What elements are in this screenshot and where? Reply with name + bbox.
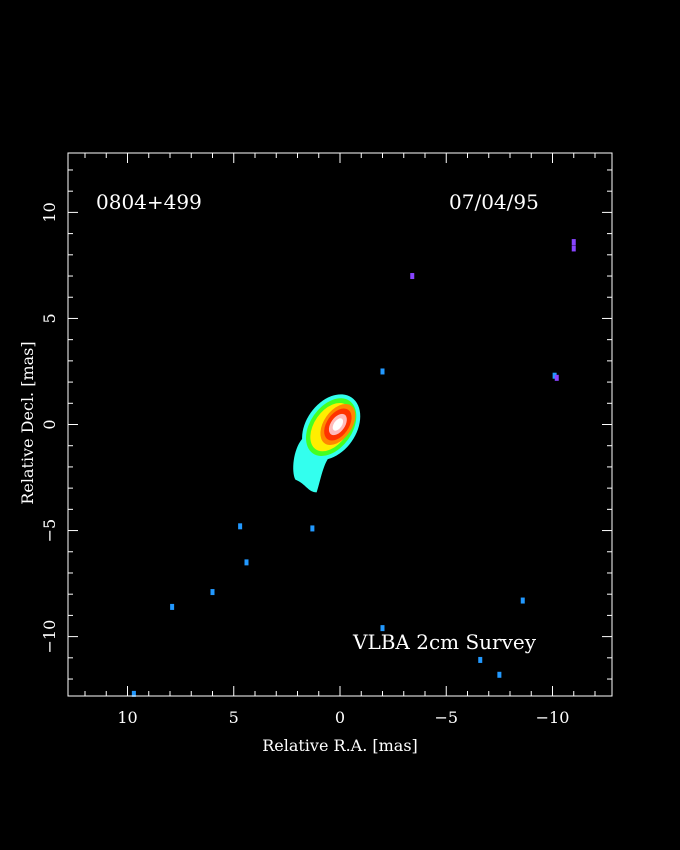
noise-speck bbox=[520, 597, 525, 604]
noise-speck bbox=[380, 368, 385, 375]
radio-map bbox=[131, 239, 576, 697]
axis-ticks bbox=[68, 153, 612, 696]
contour-peak bbox=[332, 418, 344, 431]
x-tick-label: 0 bbox=[335, 708, 345, 727]
y-tick-label: −10 bbox=[40, 620, 59, 654]
y-tick-label: 0 bbox=[40, 419, 59, 429]
source-name: 0804+499 bbox=[96, 190, 202, 214]
noise-speck bbox=[170, 603, 175, 610]
noise-speck bbox=[238, 523, 243, 530]
y-axis-label: Relative Decl. [mas] bbox=[18, 341, 37, 504]
noise-speck bbox=[210, 589, 215, 596]
plot-frame bbox=[67, 152, 613, 697]
noise-speck bbox=[554, 374, 559, 381]
x-tick-label: 5 bbox=[229, 708, 239, 727]
noise-speck bbox=[571, 245, 576, 252]
y-tick-labels: 10 5 0 −5 −10 bbox=[40, 202, 59, 653]
noise-speck bbox=[478, 656, 483, 663]
y-tick-label: 5 bbox=[40, 313, 59, 323]
y-tick-label: 10 bbox=[40, 202, 59, 222]
x-axis-label: Relative R.A. [mas] bbox=[262, 736, 418, 755]
observation-epoch: 07/04/95 bbox=[449, 190, 539, 214]
noise-speck bbox=[552, 372, 557, 379]
noise-speck bbox=[131, 690, 136, 697]
x-tick-label: 10 bbox=[117, 708, 137, 727]
core-component bbox=[302, 394, 361, 460]
noise-speck bbox=[571, 239, 576, 246]
noise-speck bbox=[310, 525, 315, 532]
x-tick-labels: 10 5 0 −5 −10 bbox=[117, 708, 569, 727]
noise-speck bbox=[410, 273, 415, 280]
x-tick-label: −10 bbox=[536, 708, 570, 727]
noise-speck bbox=[244, 559, 249, 566]
survey-label: VLBA 2cm Survey bbox=[352, 630, 537, 654]
y-tick-label: −5 bbox=[40, 519, 59, 543]
noise-speck bbox=[380, 625, 385, 632]
noise-speck bbox=[497, 671, 502, 678]
x-tick-label: −5 bbox=[434, 708, 458, 727]
